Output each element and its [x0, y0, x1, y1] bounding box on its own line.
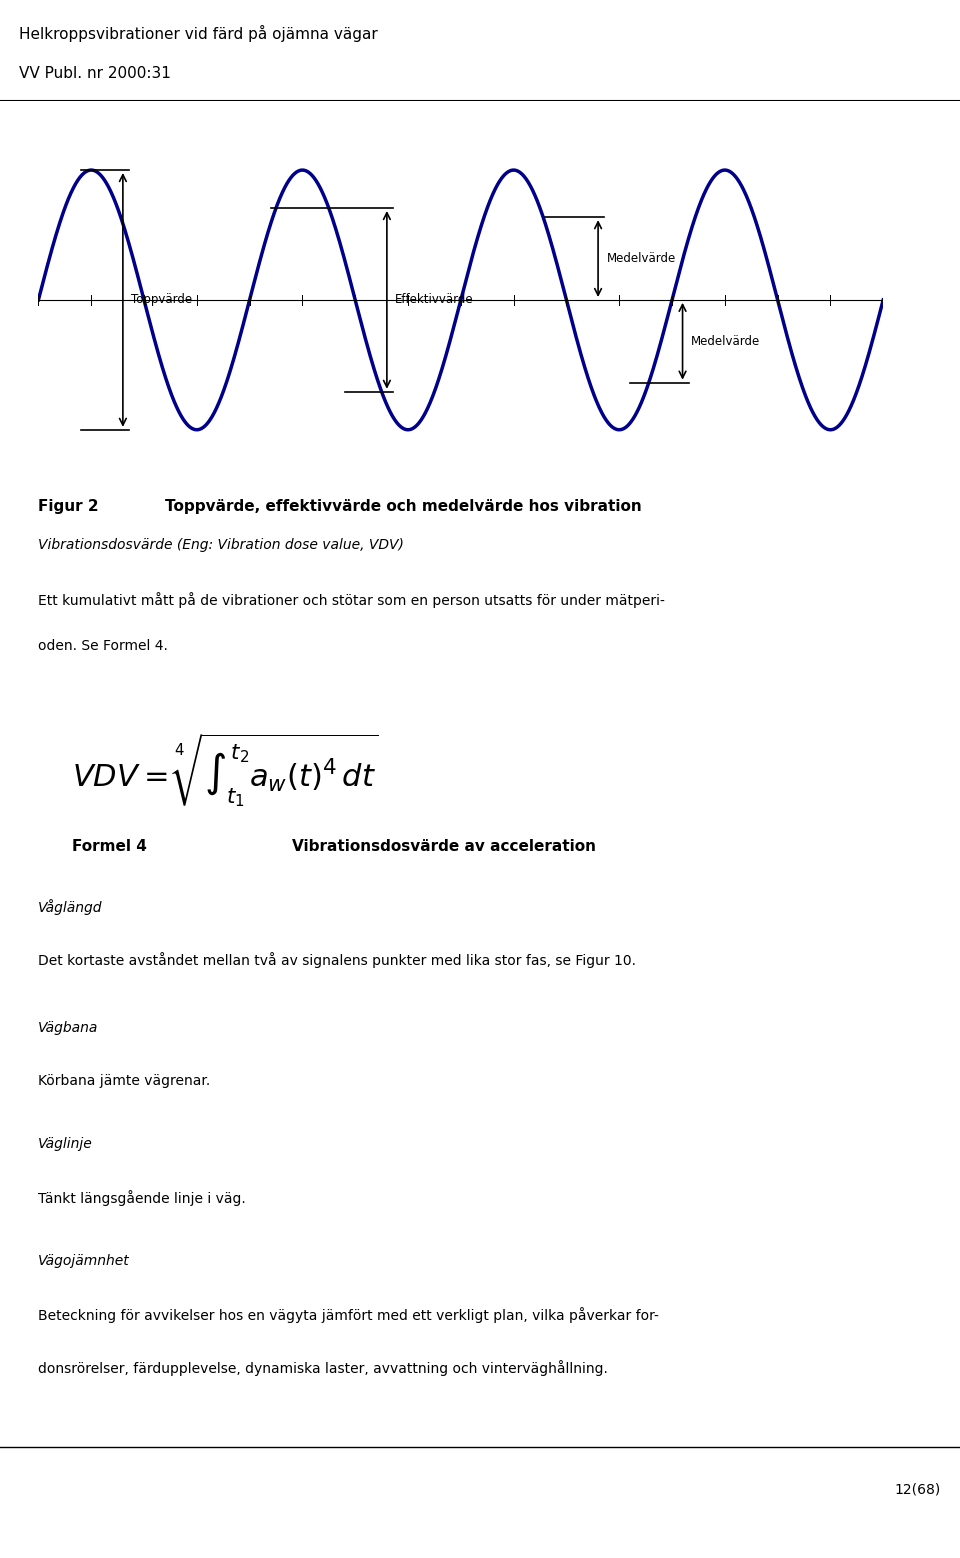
Text: Helkroppsvibrationer vid färd på ojämna vägar: Helkroppsvibrationer vid färd på ojämna … — [19, 25, 378, 42]
Text: Tänkt längsgående linje i väg.: Tänkt längsgående linje i väg. — [38, 1190, 246, 1206]
Text: Beteckning för avvikelser hos en vägyta jämfört med ett verkligt plan, vilka påv: Beteckning för avvikelser hos en vägyta … — [38, 1307, 660, 1323]
Text: Vibrationsdosvärde av acceleration: Vibrationsdosvärde av acceleration — [292, 838, 596, 854]
Text: donsrörelser, färdupplevelse, dynamiska laster, avvattning och vinterväghållning: donsrörelser, färdupplevelse, dynamiska … — [38, 1360, 609, 1376]
Text: 12(68): 12(68) — [895, 1483, 941, 1496]
Text: Toppvärde, effektivvärde och medelvärde hos vibration: Toppvärde, effektivvärde och medelvärde … — [165, 499, 642, 514]
Text: Väglinje: Väglinje — [38, 1137, 93, 1151]
Text: $VDV = \sqrt[4]{\int_{t_1}^{t_2} a_w(t)^4\, dt}$: $VDV = \sqrt[4]{\int_{t_1}^{t_2} a_w(t)^… — [72, 731, 379, 809]
Text: Körbana jämte vägrenar.: Körbana jämte vägrenar. — [38, 1073, 210, 1087]
Text: Formel 4: Formel 4 — [72, 838, 147, 854]
Text: Medelvärde: Medelvärde — [607, 252, 676, 265]
Text: Toppvärde: Toppvärde — [132, 293, 192, 307]
Text: Det kortaste avståndet mellan två av signalens punkter med lika stor fas, se Fig: Det kortaste avståndet mellan två av sig… — [38, 952, 636, 968]
Text: Vibrationsdosvärde (Eng: Vibration dose value, VDV): Vibrationsdosvärde (Eng: Vibration dose … — [38, 538, 404, 552]
Text: VV Publ. nr 2000:31: VV Publ. nr 2000:31 — [19, 65, 171, 81]
Text: Vägojämnhet: Vägojämnhet — [38, 1254, 131, 1268]
Text: Vägbana: Vägbana — [38, 1020, 99, 1035]
Text: Medelvärde: Medelvärde — [691, 335, 760, 347]
Text: Effektivvärde: Effektivvärde — [396, 293, 474, 307]
Text: Figur 2: Figur 2 — [38, 499, 99, 514]
Text: Våglängd: Våglängd — [38, 899, 103, 915]
Text: oden. Se Formel 4.: oden. Se Formel 4. — [38, 639, 168, 653]
Text: Ett kumulativt mått på de vibrationer och stötar som en person utsatts för under: Ett kumulativt mått på de vibrationer oc… — [38, 592, 665, 608]
